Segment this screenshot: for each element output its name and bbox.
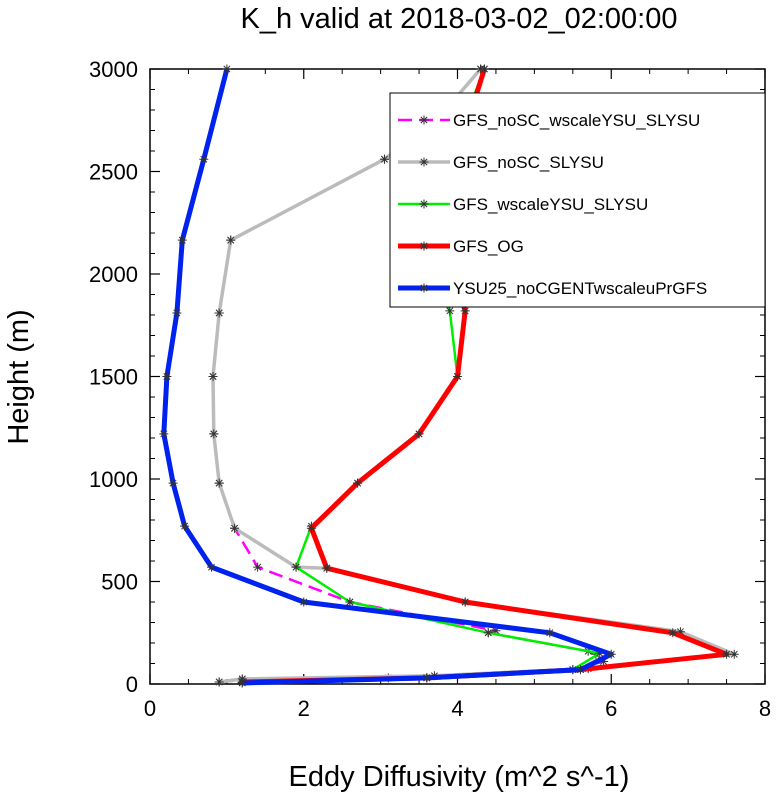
- series-2-marker: [379, 154, 389, 164]
- series-3-marker: [595, 648, 605, 658]
- series-5-marker: [576, 665, 585, 675]
- series-2-marker: [208, 372, 218, 381]
- y-tick-label: 2000: [89, 262, 138, 287]
- series-4-marker: [306, 523, 316, 533]
- x-tick-label: 2: [298, 696, 310, 721]
- legend: GFS_noSC_wscaleYSU_SLYSU GFS_noSC_SLYSU GF…: [389, 92, 766, 308]
- series-1-marker: [599, 656, 609, 666]
- series-4-marker: [460, 306, 470, 316]
- legend-label: YSU25_noCGENTwscaleuPrGFS: [453, 279, 707, 298]
- series-2-marker: [226, 235, 236, 245]
- legend-box: [389, 92, 766, 308]
- series-5-marker: [299, 597, 309, 607]
- series-5-marker: [207, 562, 216, 572]
- series-4-marker: [414, 429, 424, 439]
- series-2-marker: [214, 677, 224, 687]
- series-4-marker: [722, 649, 732, 659]
- series-5-marker: [422, 673, 432, 683]
- y-tick-label: 1000: [89, 467, 138, 492]
- series-1-marker: [253, 562, 263, 572]
- x-tick-label: 8: [759, 696, 771, 721]
- x-tick-label: 4: [451, 696, 463, 721]
- y-axis-label: Height (m): [3, 309, 35, 444]
- y-tick-label: 3000: [89, 57, 138, 82]
- y-tick-label: 1500: [89, 365, 138, 390]
- legend-marker: [419, 241, 429, 251]
- axis-ticks: 0 2 4 6 8 0 500 1000 1500 2000 2500 3000: [89, 57, 771, 721]
- legend-label: GFS_OG: [453, 237, 524, 256]
- series-lines: [159, 64, 739, 688]
- series-2-marker: [214, 308, 224, 318]
- legend-marker: [419, 199, 429, 209]
- chart-title: K_h valid at 2018-03-02_02:00:00: [241, 3, 678, 35]
- series-4-marker: [453, 372, 462, 381]
- series-4-marker: [322, 563, 332, 573]
- y-tick-label: 2500: [89, 160, 138, 185]
- series-3-marker: [483, 628, 493, 638]
- legend-items: GFS_noSC_wscaleYSU_SLYSU GFS_noSC_SLYSU GF…: [398, 111, 707, 298]
- y-tick-label: 0: [126, 672, 138, 697]
- x-tick-label: 0: [144, 696, 156, 721]
- legend-label: GFS_noSC_SLYSU: [453, 153, 604, 172]
- plot-area: 0 2 4 6 8 0 500 1000 1500 2000 2500 3000: [89, 57, 771, 721]
- series-2-marker: [209, 429, 219, 439]
- series-2-marker: [675, 627, 685, 637]
- legend-marker: [419, 115, 429, 125]
- series-3-marker: [445, 306, 455, 316]
- series-2-marker: [230, 523, 240, 533]
- series-5-marker: [177, 235, 187, 245]
- legend-label: GFS_noSC_wscaleYSU_SLYSU: [453, 111, 700, 130]
- legend-marker: [419, 157, 429, 167]
- series-5-marker: [199, 154, 209, 164]
- series-2-marker: [729, 649, 739, 659]
- series-5-marker: [162, 372, 172, 381]
- series-2-marker: [214, 478, 224, 488]
- series-5-marker: [168, 478, 178, 488]
- series-3-marker: [345, 597, 355, 607]
- y-tick-label: 500: [101, 570, 138, 595]
- legend-marker: [419, 283, 429, 293]
- x-axis-label: Eddy Diffusivity (m^2 s^-1): [289, 761, 630, 793]
- series-4-marker: [479, 64, 489, 74]
- series-4-marker: [668, 628, 678, 638]
- series-5-marker: [545, 628, 555, 638]
- series-5-marker: [172, 308, 182, 318]
- series-1-marker: [491, 626, 501, 636]
- series-4-marker: [460, 597, 470, 607]
- series-5-marker: [222, 64, 232, 74]
- series-5-marker: [180, 521, 190, 531]
- series-5-marker: [606, 649, 616, 659]
- series-3-marker: [291, 562, 301, 572]
- x-tick-label: 6: [605, 696, 617, 721]
- series-4-marker: [353, 478, 363, 488]
- series-5-marker: [237, 678, 247, 688]
- series-5-marker: [159, 429, 169, 439]
- legend-label: GFS_wscaleYSU_SLYSU: [453, 195, 648, 214]
